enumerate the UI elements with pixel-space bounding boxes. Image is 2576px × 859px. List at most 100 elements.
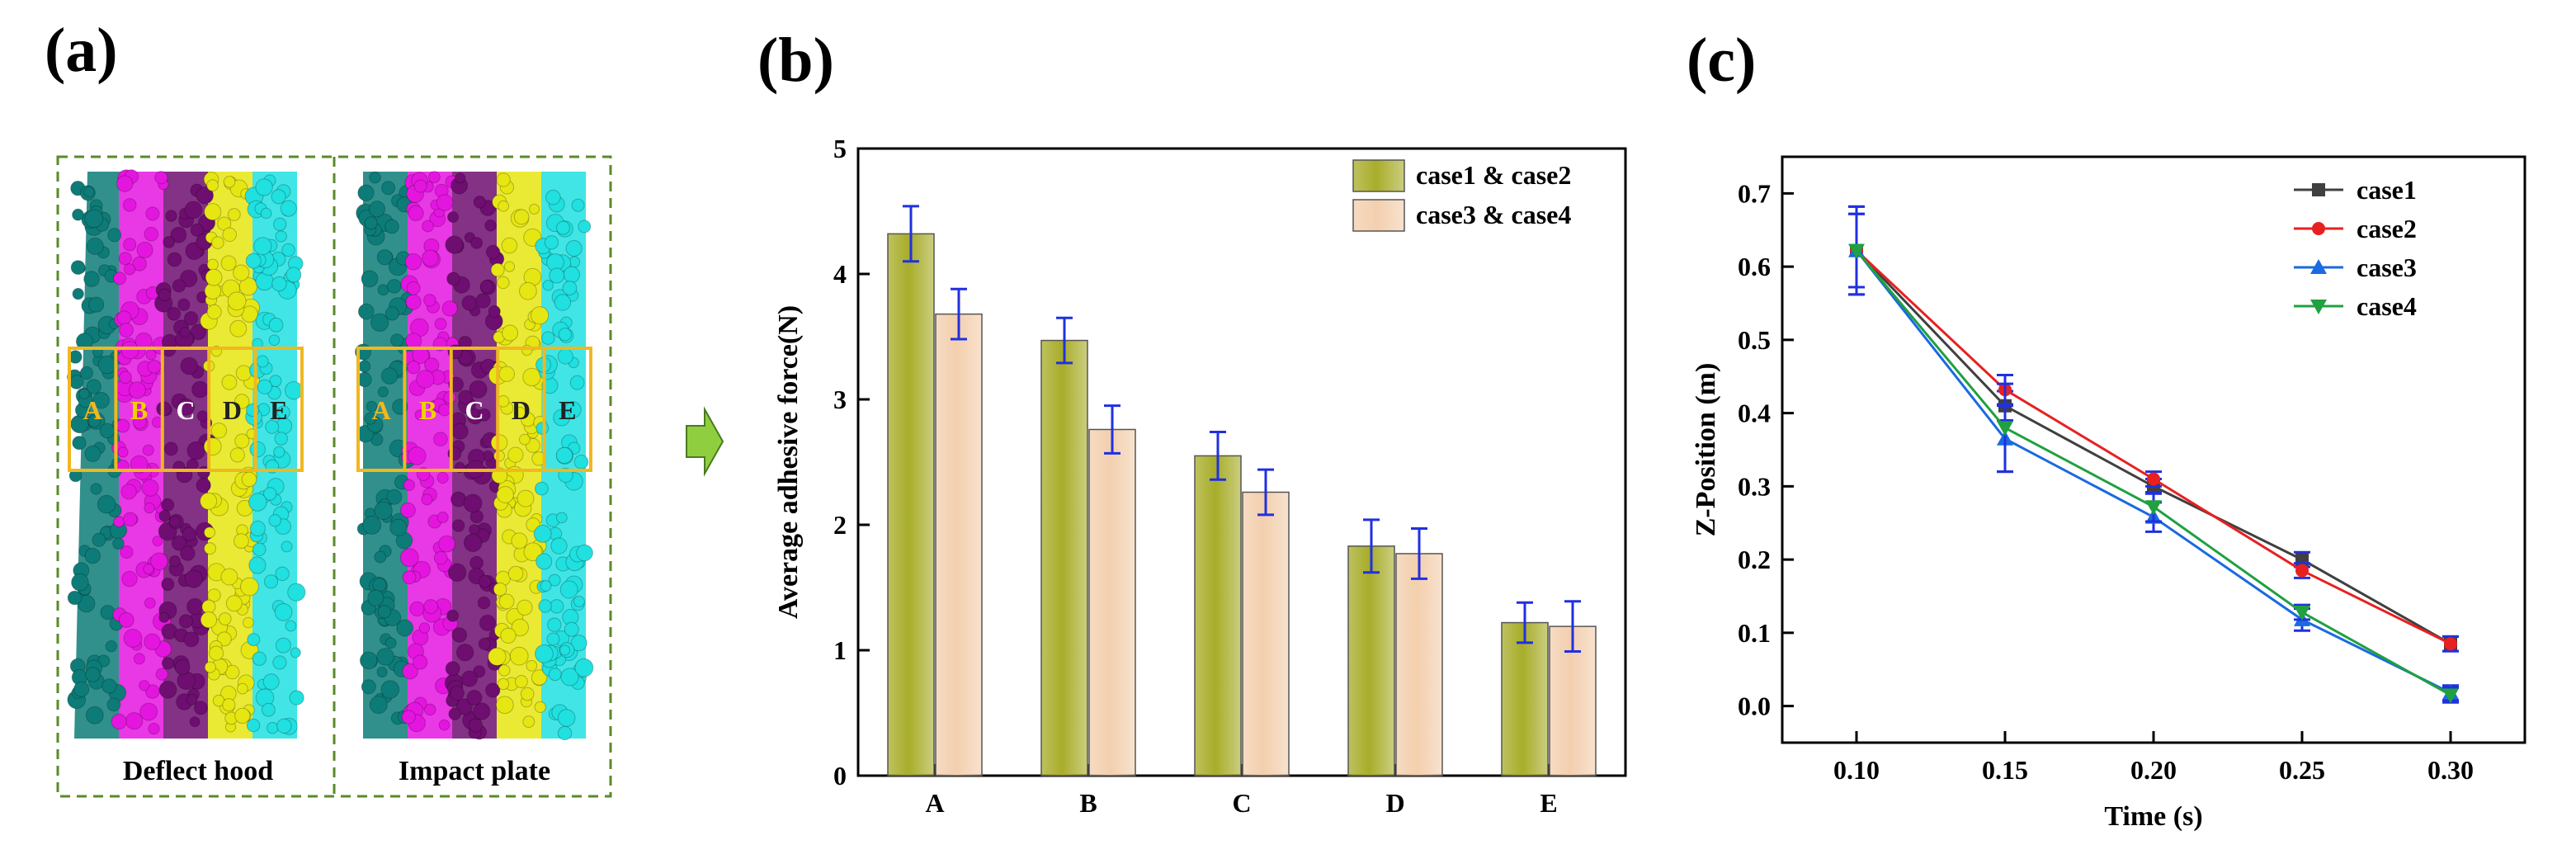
particle — [421, 493, 433, 506]
particle — [233, 264, 250, 281]
particle — [558, 328, 572, 342]
particle — [409, 601, 425, 617]
particle — [223, 176, 236, 188]
y-tick-label: 0.0 — [1738, 691, 1771, 721]
particle — [525, 437, 540, 453]
particle — [99, 422, 116, 439]
y-tick-label: 0.5 — [1738, 325, 1771, 355]
particle — [366, 400, 378, 413]
particle — [386, 488, 403, 505]
y-tick-label: 0.7 — [1738, 178, 1771, 208]
particle-band — [408, 172, 452, 739]
particle — [227, 208, 241, 221]
legend-swatch — [1352, 199, 1405, 232]
particle — [369, 696, 388, 715]
particle — [449, 685, 465, 701]
particle — [287, 583, 306, 602]
particle — [218, 612, 232, 625]
particle — [546, 632, 560, 646]
particle — [147, 359, 162, 374]
particle — [545, 189, 561, 205]
particle — [116, 418, 130, 433]
plot-frame — [1781, 155, 2526, 744]
x-tick-label: A — [925, 788, 944, 818]
particle — [423, 703, 436, 716]
particle — [399, 502, 416, 518]
particle — [285, 620, 297, 632]
particle — [369, 201, 385, 218]
particle — [183, 311, 199, 326]
particle — [161, 498, 175, 512]
particle — [488, 647, 507, 666]
particle — [574, 658, 594, 677]
particle — [473, 196, 487, 209]
y-tick-label: 0.1 — [1738, 618, 1771, 648]
legend-swatch — [1352, 159, 1405, 192]
marker-triangle-down — [1997, 421, 2013, 437]
bar — [887, 233, 935, 776]
particle — [150, 552, 168, 571]
particle — [423, 599, 439, 615]
particle — [461, 295, 478, 311]
particle — [276, 718, 292, 734]
particle — [216, 631, 232, 647]
particle — [548, 668, 562, 682]
particle — [519, 433, 531, 446]
particle — [227, 291, 247, 311]
particle — [253, 237, 272, 256]
particle — [273, 217, 287, 232]
particle — [571, 198, 585, 212]
particle — [143, 564, 154, 575]
bar-chart: 0 1 2 3 4 5 Average adhesive force(N) A B C D Ecase… — [773, 134, 1627, 818]
particle — [559, 644, 570, 656]
particle — [234, 533, 249, 550]
particle — [436, 471, 449, 484]
particle — [550, 599, 564, 614]
legend-label: case2 — [2357, 214, 2417, 243]
particle — [190, 223, 204, 237]
particle — [569, 375, 585, 390]
particle — [479, 614, 496, 631]
particle — [92, 391, 110, 409]
zone-label: E — [270, 395, 287, 425]
particle — [255, 178, 273, 196]
particle — [509, 646, 529, 666]
particle — [84, 547, 101, 564]
marker-circle — [2444, 637, 2457, 651]
particle — [548, 573, 561, 587]
particle — [507, 446, 524, 463]
bar — [1088, 428, 1136, 776]
right-arrow-icon — [686, 406, 724, 477]
particle — [265, 419, 280, 434]
particle — [130, 455, 149, 474]
particle — [433, 432, 448, 447]
particle — [469, 380, 488, 399]
particle — [196, 186, 215, 205]
particle — [113, 271, 126, 286]
particle — [357, 303, 375, 320]
particle — [433, 550, 448, 565]
particle — [555, 446, 573, 465]
particle — [205, 268, 223, 286]
particle — [514, 675, 528, 688]
particle — [361, 270, 379, 288]
x-tick-label: E — [1540, 788, 1557, 818]
particle — [500, 627, 517, 644]
x-tick-label: C — [1232, 788, 1251, 818]
particle — [87, 414, 101, 428]
particle — [469, 524, 480, 536]
particle — [85, 667, 101, 682]
particle — [289, 690, 304, 706]
particle — [535, 422, 550, 435]
particle — [196, 478, 211, 493]
particle — [497, 276, 510, 290]
particle — [125, 712, 144, 730]
particle — [128, 381, 146, 399]
particle — [142, 444, 154, 456]
particle — [206, 179, 219, 192]
particle — [177, 298, 191, 311]
particle — [263, 574, 279, 589]
particle — [222, 227, 237, 243]
particle — [229, 447, 245, 463]
particle — [490, 262, 505, 277]
